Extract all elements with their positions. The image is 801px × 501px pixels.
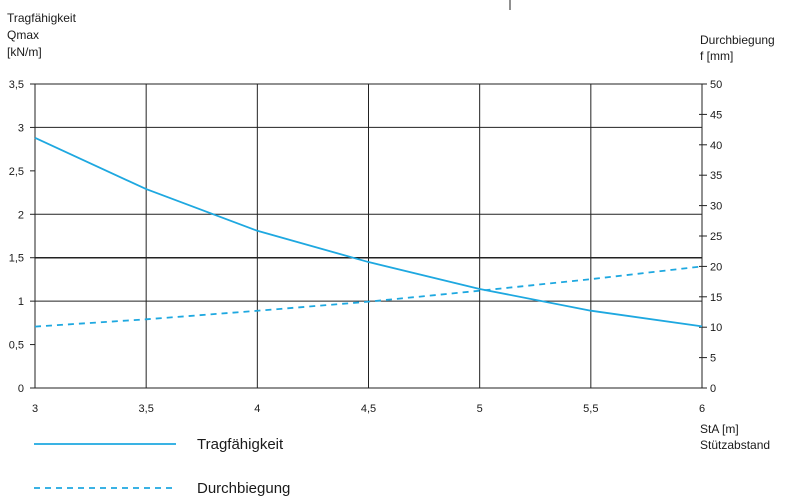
y-left-axis-title: Qmax — [7, 28, 39, 42]
x-axis-title: Stützabstand — [700, 438, 770, 452]
y-left-tick-label: 3 — [18, 122, 24, 134]
y-right-tick-label: 30 — [710, 201, 722, 213]
y-right-axis-title: f [mm] — [700, 49, 733, 63]
series-lines — [34, 137, 703, 328]
y-right-tick-label: 10 — [710, 322, 722, 334]
legend-label: Durchbiegung — [197, 480, 290, 497]
axis-titles: Tragfähigkeit Qmax [kN/m] Durchbiegung f [mm… — [7, 11, 775, 452]
y-right-tick-label: 15 — [710, 292, 722, 304]
y-right-tick-label: 35 — [710, 170, 722, 182]
y-left-axis-title: Tragfähigkeit — [7, 11, 77, 25]
y-right-tick-label: 0 — [710, 383, 716, 395]
y-right-tick-label: 20 — [710, 261, 722, 273]
x-tick-label: 3 — [32, 403, 38, 415]
x-tick-label: 4,5 — [361, 403, 376, 415]
x-tick-label: 3,5 — [139, 403, 154, 415]
grid — [34, 83, 703, 389]
legend-label: Tragfähigkeit — [197, 436, 284, 453]
y-right-tick-label: 50 — [710, 79, 722, 91]
y-left-tick-label: 0 — [18, 383, 24, 395]
tick-labels: 3 3,5 4 4,5 5 5,5 600,511,522,533,505101520253… — [9, 79, 723, 415]
y-left-tick-label: 3,5 — [9, 79, 24, 91]
x-tick-label: 6 — [699, 403, 705, 415]
y-right-tick-label: 5 — [710, 353, 716, 365]
x-tick-label: 5 — [477, 403, 483, 415]
x-axis-title: StA [m] — [700, 422, 739, 436]
legend: Tragfähigkeit Durchbiegung — [34, 436, 290, 497]
y-right-tick-label: 25 — [710, 231, 722, 243]
y-left-tick-label: 2 — [18, 209, 24, 221]
y-right-axis-title: Durchbiegung — [700, 33, 775, 47]
y-left-tick-label: 2,5 — [9, 166, 24, 178]
y-left-tick-label: 0,5 — [9, 340, 24, 352]
series-line-durchbiegung — [34, 265, 703, 328]
x-tick-label: 5,5 — [583, 403, 598, 415]
y-left-tick-label: 1,5 — [9, 253, 24, 265]
series-line-tragfaehigkeit — [34, 137, 703, 328]
y-left-tick-label: 1 — [18, 296, 24, 308]
y-right-tick-label: 45 — [710, 109, 722, 121]
x-tick-label: 4 — [254, 403, 260, 415]
y-left-axis-title: [kN/m] — [7, 45, 42, 59]
y-right-tick-label: 40 — [710, 140, 722, 152]
